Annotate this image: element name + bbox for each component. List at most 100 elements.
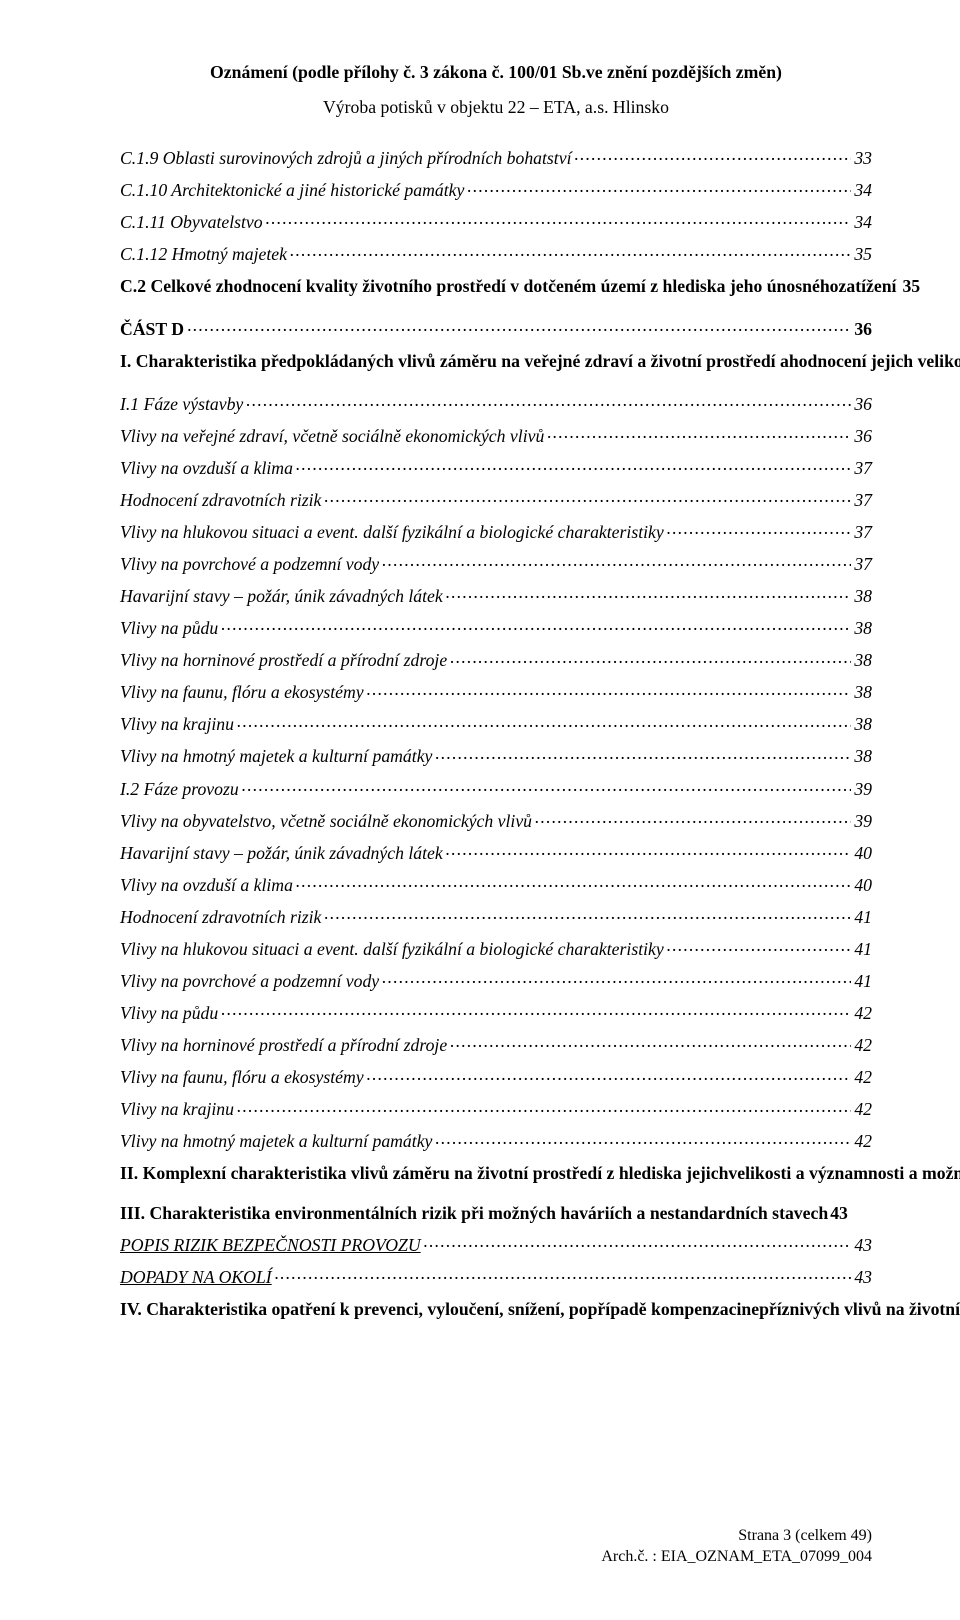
toc-entry-label: I. Charakteristika předpokládaných vlivů… bbox=[120, 353, 789, 371]
toc-entry: ČÁST D36 bbox=[120, 317, 872, 338]
toc-leader bbox=[450, 649, 851, 667]
toc-entry-continuation: nepříznivých vlivů na životní prostředí4… bbox=[741, 1297, 960, 1318]
toc-entry-continuation: zatížení35 bbox=[839, 274, 921, 295]
toc-entry-page: 38 bbox=[854, 588, 872, 606]
toc-entry: Vlivy na povrchové a podzemní vody 41 bbox=[120, 969, 872, 990]
toc-entry-label: C.1.12 Hmotný majetek bbox=[120, 246, 287, 264]
toc-entry-page: 37 bbox=[854, 556, 872, 574]
toc-entry-page: 39 bbox=[854, 813, 872, 831]
toc-entry: Vlivy na půdu42 bbox=[120, 1001, 872, 1022]
toc-entry-label: I.1 Fáze výstavby bbox=[120, 396, 243, 414]
toc-leader bbox=[296, 456, 851, 474]
toc-entry: Vlivy na krajinu 38 bbox=[120, 713, 872, 734]
toc-leader bbox=[446, 584, 852, 602]
toc-entry-page: 41 bbox=[854, 909, 872, 927]
toc-entry-label: nepříznivých vlivů na životní prostředí bbox=[741, 1301, 960, 1319]
toc-entry: C.2 Celkové zhodnocení kvality životního… bbox=[120, 274, 872, 306]
toc-entry: I. Charakteristika předpokládaných vlivů… bbox=[120, 349, 872, 381]
toc-leader bbox=[450, 1033, 851, 1051]
toc-leader bbox=[547, 424, 851, 442]
toc-entry: POPIS RIZIK BEZPEČNOSTI PROVOZU43 bbox=[120, 1233, 872, 1254]
toc-entry-page: 38 bbox=[854, 652, 872, 670]
toc-leader bbox=[187, 317, 851, 335]
toc-entry: Vlivy na horninové prostředí a přírodní … bbox=[120, 649, 872, 670]
toc-entry-label: Vlivy na krajinu bbox=[120, 1101, 234, 1119]
toc-entry-page: 38 bbox=[854, 748, 872, 766]
footer-archive-number: Arch.č. : EIA_OZNAM_ETA_07099_004 bbox=[601, 1546, 872, 1568]
toc-entry-label: Vlivy na povrchové a podzemní vody bbox=[120, 973, 379, 991]
toc-leader bbox=[667, 520, 852, 538]
toc-entry-page: 34 bbox=[854, 182, 872, 200]
toc-entry-label: IV. Charakteristika opatření k prevenci,… bbox=[120, 1301, 741, 1319]
toc-entry-page: 38 bbox=[854, 716, 872, 734]
toc-entry: Vlivy na hlukovou situaci a event. další… bbox=[120, 937, 872, 958]
toc-leader bbox=[266, 210, 852, 228]
toc-entry: Vlivy na povrchové a podzemní vody37 bbox=[120, 552, 872, 573]
toc-entry-page: 37 bbox=[854, 460, 872, 478]
toc-entry: C.1.11 Obyvatelstvo34 bbox=[120, 210, 872, 231]
toc-entry-label: Vlivy na hlukovou situaci a event. další… bbox=[120, 524, 664, 542]
toc-leader bbox=[382, 969, 851, 987]
toc-entry: II. Komplexní charakteristika vlivů zámě… bbox=[120, 1162, 872, 1194]
toc-entry: I.1 Fáze výstavby36 bbox=[120, 392, 872, 413]
table-of-contents: C.1.9 Oblasti surovinových zdrojů a jiný… bbox=[120, 146, 872, 1329]
toc-entry-label: hodnocení jejich velikosti a významnosti bbox=[789, 353, 960, 371]
toc-entry-page: 43 bbox=[854, 1237, 872, 1255]
toc-leader bbox=[535, 809, 851, 827]
toc-entry: Hodnocení zdravotních rizik 37 bbox=[120, 488, 872, 509]
toc-leader bbox=[324, 488, 851, 506]
toc-leader bbox=[275, 1265, 852, 1283]
toc-entry-label: zatížení bbox=[839, 278, 897, 296]
toc-entry-page: 38 bbox=[854, 620, 872, 638]
toc-entry-page: 37 bbox=[854, 492, 872, 510]
toc-entry-label: Hodnocení zdravotních rizik bbox=[120, 492, 321, 510]
toc-entry-label: Vlivy na veřejné zdraví, včetně sociálně… bbox=[120, 428, 544, 446]
toc-entry-label: Vlivy na krajinu bbox=[120, 716, 234, 734]
toc-entry: Hodnocení zdravotních rizik41 bbox=[120, 905, 872, 926]
page-footer: Strana 3 (celkem 49) Arch.č. : EIA_OZNAM… bbox=[601, 1525, 872, 1568]
toc-entry-label: Vlivy na hmotný majetek a kulturní památ… bbox=[120, 748, 432, 766]
toc-entry: Vlivy na ovzduší a klima37 bbox=[120, 456, 872, 477]
toc-entry-label: velikosti a významnosti a možnosti přesh… bbox=[728, 1165, 960, 1183]
toc-entry: I.2 Fáze provozu39 bbox=[120, 777, 872, 798]
toc-entry-page: 40 bbox=[854, 845, 872, 863]
toc-entry-continuation: velikosti a významnosti a možnosti přesh… bbox=[728, 1162, 960, 1183]
toc-entry-page: 35 bbox=[854, 246, 872, 264]
toc-entry: Vlivy na půdu38 bbox=[120, 616, 872, 637]
toc-entry-page: 41 bbox=[854, 973, 872, 991]
toc-entry: Vlivy na faunu, flóru a ekosystémy42 bbox=[120, 1066, 872, 1087]
toc-entry: C.1.12 Hmotný majetek 35 bbox=[120, 242, 872, 263]
toc-entry-label: III. Charakteristika environmentálních r… bbox=[120, 1205, 828, 1223]
toc-entry-page: 36 bbox=[854, 321, 872, 339]
toc-entry: DOPADY NA OKOLÍ43 bbox=[120, 1265, 872, 1286]
toc-entry-page: 42 bbox=[854, 1005, 872, 1023]
toc-leader bbox=[367, 1066, 852, 1084]
toc-entry-label: Vlivy na horninové prostředí a přírodní … bbox=[120, 652, 447, 670]
toc-entry-label: Vlivy na faunu, flóru a ekosystémy bbox=[120, 1069, 364, 1087]
toc-entry-page: 40 bbox=[854, 877, 872, 895]
toc-leader bbox=[367, 681, 852, 699]
toc-entry-page: 38 bbox=[854, 684, 872, 702]
toc-leader bbox=[237, 713, 851, 731]
toc-entry-label: Vlivy na obyvatelstvo, včetně sociálně e… bbox=[120, 813, 532, 831]
toc-entry: C.1.10 Architektonické a jiné historické… bbox=[120, 178, 872, 199]
toc-entry-label: Vlivy na ovzduší a klima bbox=[120, 877, 293, 895]
toc-entry-page: 43 bbox=[830, 1205, 848, 1223]
toc-leader bbox=[290, 242, 851, 260]
toc-entry-page: 42 bbox=[854, 1133, 872, 1151]
toc-leader bbox=[221, 616, 851, 634]
toc-entry: Vlivy na faunu, flóru a ekosystémy38 bbox=[120, 681, 872, 702]
toc-leader bbox=[435, 745, 851, 763]
toc-entry-continuation: hodnocení jejich velikosti a významnosti… bbox=[789, 349, 960, 370]
toc-leader bbox=[382, 552, 851, 570]
toc-entry: Vlivy na horninové prostředí a přírodní … bbox=[120, 1033, 872, 1054]
toc-entry: Vlivy na krajinu42 bbox=[120, 1098, 872, 1119]
toc-entry: Vlivy na hmotný majetek a kulturní památ… bbox=[120, 745, 872, 766]
toc-entry-page: 34 bbox=[854, 214, 872, 232]
toc-entry: IV. Charakteristika opatření k prevenci,… bbox=[120, 1297, 872, 1329]
toc-entry-page: 42 bbox=[854, 1037, 872, 1055]
toc-entry-page: 37 bbox=[854, 524, 872, 542]
toc-entry-page: 43 bbox=[854, 1269, 872, 1287]
header-title: Oznámení (podle přílohy č. 3 zákona č. 1… bbox=[120, 62, 872, 83]
toc-entry-label: Vlivy na hmotný majetek a kulturní památ… bbox=[120, 1133, 432, 1151]
